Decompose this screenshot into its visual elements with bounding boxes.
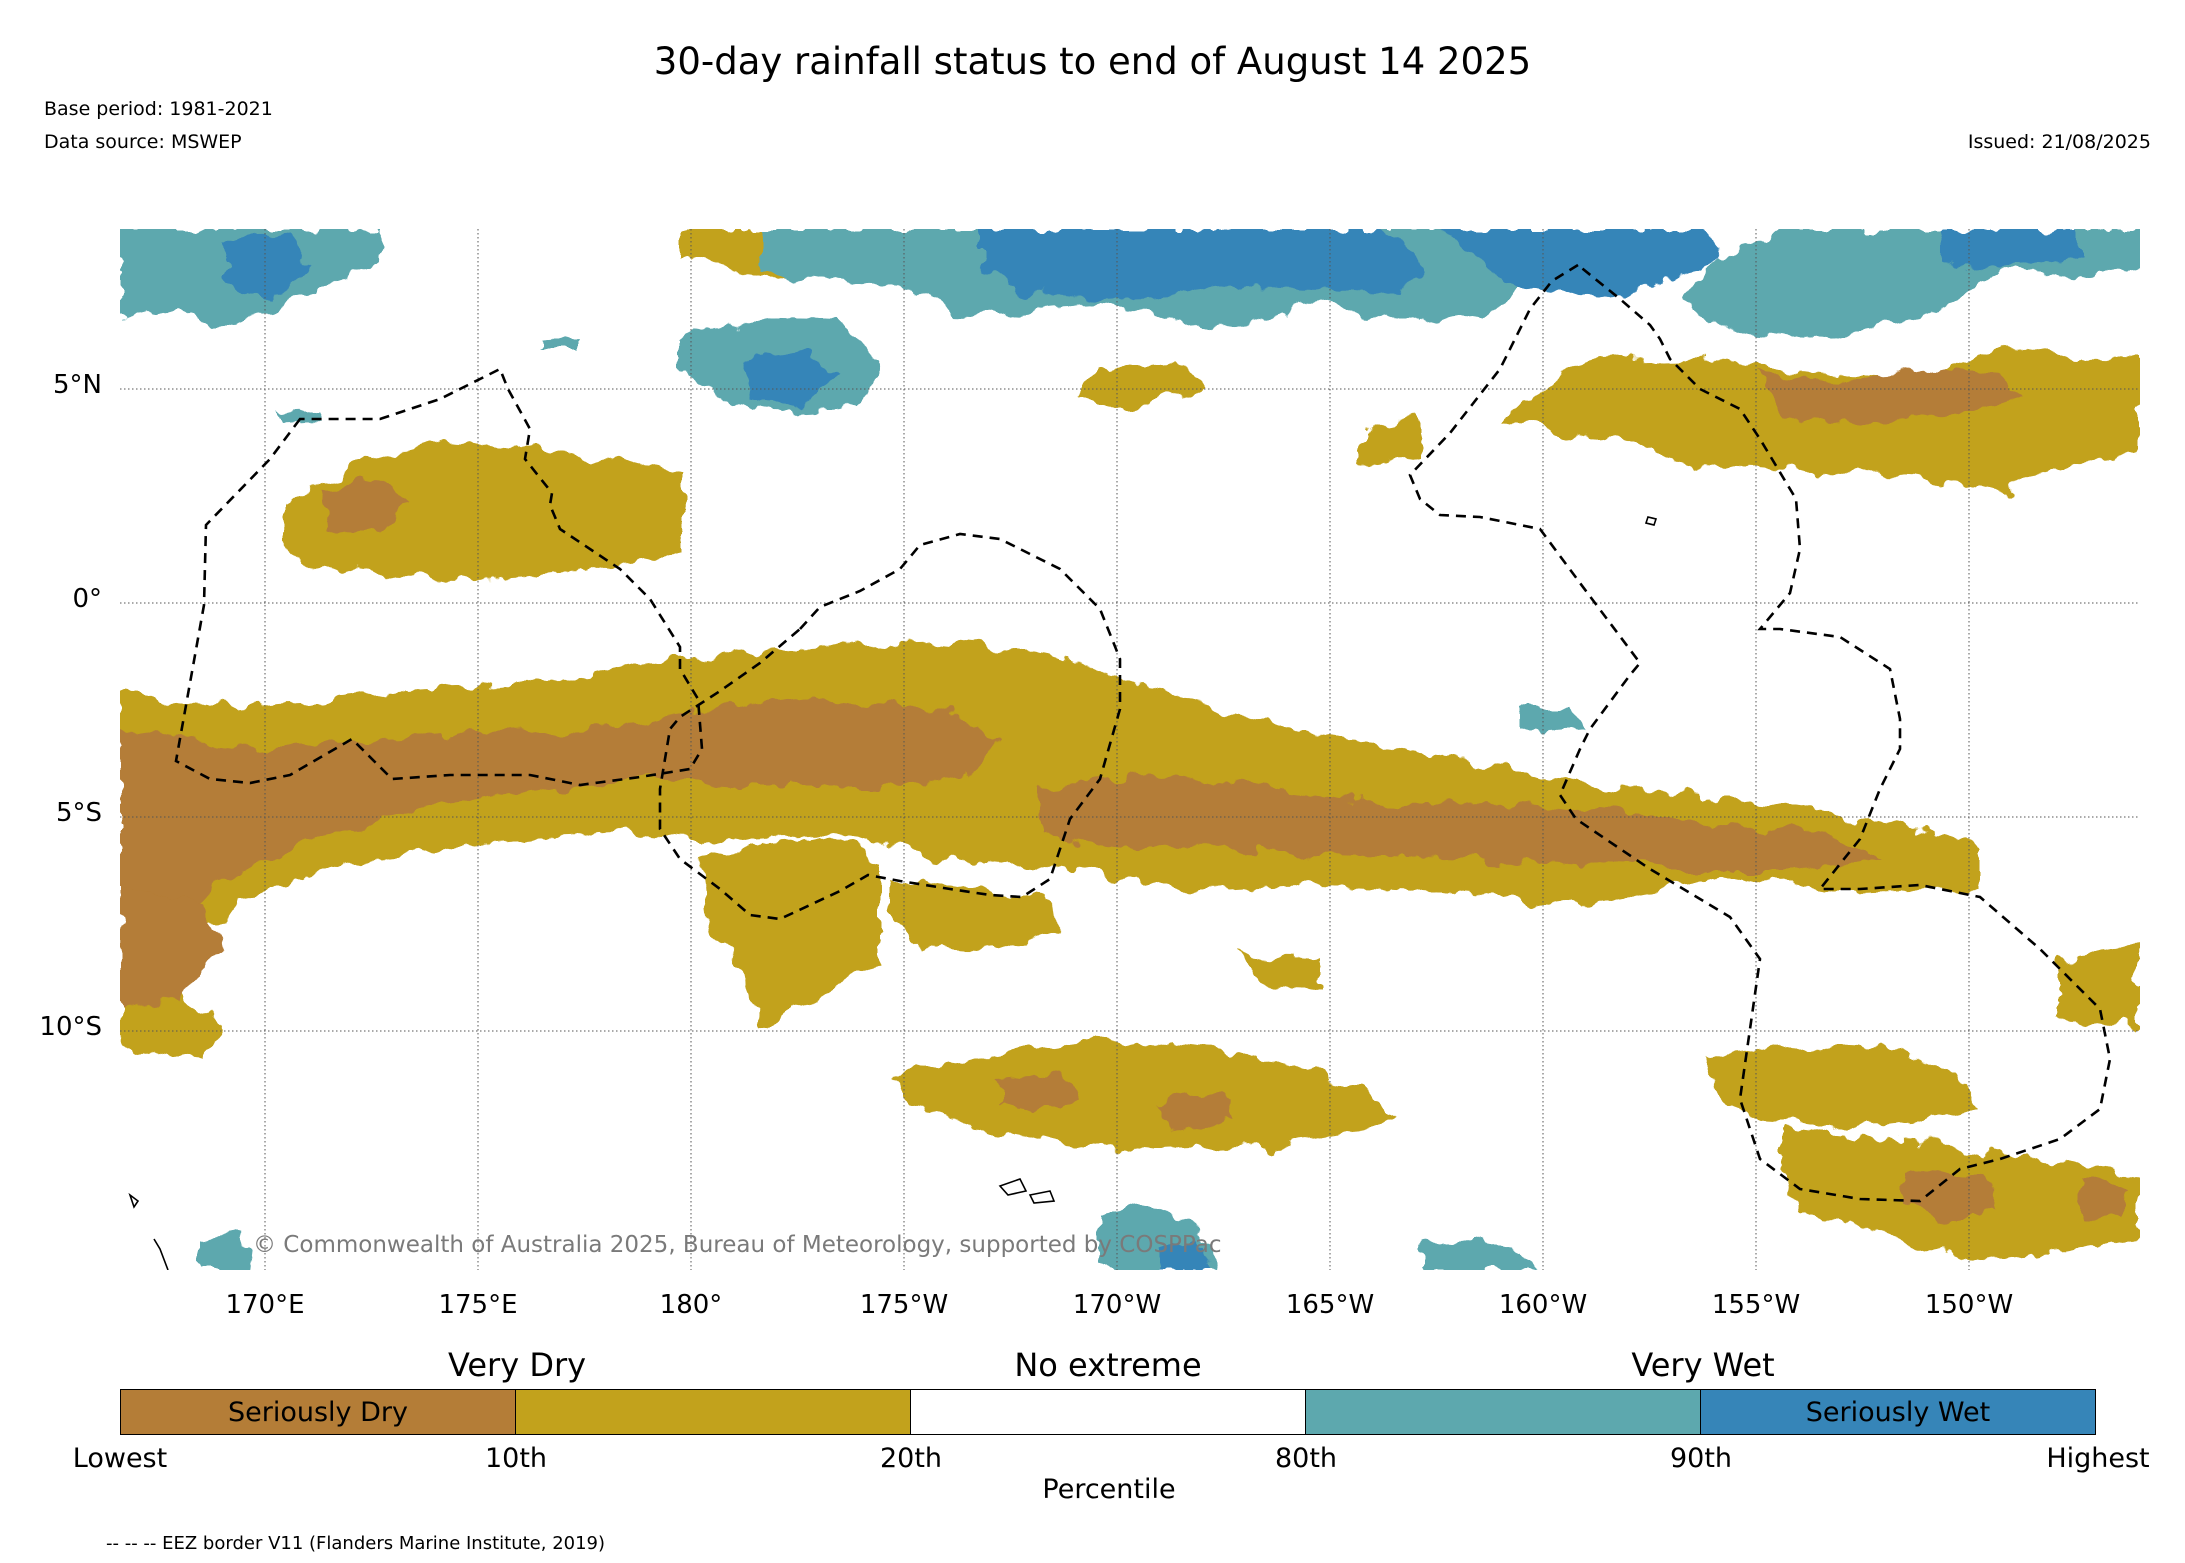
lon-label-170w: 170°W <box>1072 1290 1162 1320</box>
data-source-text: Data source: MSWEP <box>44 131 242 153</box>
issued-date-text: Issued: 21/08/2025 <box>1967 131 2151 153</box>
lon-label-175e: 175°E <box>438 1290 518 1320</box>
graticule <box>120 229 2140 1270</box>
legend-segment-seriously-wet: Seriously Wet <box>1701 1390 2095 1434</box>
rainfall-map-svg <box>120 229 2140 1270</box>
legend-tick-highest: Highest <box>2046 1443 2150 1474</box>
lon-label-165w: 165°W <box>1285 1290 1375 1320</box>
legend-tick-20th: 20th <box>879 1443 943 1474</box>
lon-label-175w: 175°W <box>859 1290 949 1320</box>
legend-segment-no-extreme <box>911 1390 1306 1434</box>
legend-tick-10th: 10th <box>484 1443 548 1474</box>
lon-label-170e: 170°E <box>225 1290 305 1320</box>
lon-label-160w: 160°W <box>1498 1290 1588 1320</box>
legend-heading-very-dry: Very Dry <box>447 1346 587 1384</box>
lat-label-0: 0° <box>72 584 102 614</box>
lat-label-10s: 10°S <box>39 1012 102 1042</box>
lat-label-5n: 5°N <box>53 370 102 400</box>
lon-label-180: 180° <box>659 1290 723 1320</box>
legend-segment-very-dry <box>516 1390 911 1434</box>
legend-tick-90th: 90th <box>1669 1443 1733 1474</box>
legend-heading-very-wet: Very Wet <box>1631 1346 1775 1384</box>
island-outlines <box>128 516 1658 1270</box>
legend-heading-no-extreme: No extreme <box>1014 1346 1202 1384</box>
eez-borders <box>174 263 2112 1203</box>
rainfall-map <box>120 229 2140 1270</box>
seriously-dry-regions <box>120 369 2130 1221</box>
eez-border-note: -- -- -- EEZ border V11 (Flanders Marine… <box>106 1533 606 1554</box>
lon-label-150w: 150°W <box>1924 1290 2014 1320</box>
legend-colorbar: Seriously Dry Seriously Wet <box>120 1389 2096 1435</box>
seriously-wet-regions <box>230 229 2080 1270</box>
legend-axis-label: Percentile <box>1042 1474 1176 1505</box>
map-title: 30-day rainfall status to end of August … <box>653 40 1532 83</box>
legend-segment-very-wet <box>1306 1390 1701 1434</box>
rainfall-shading <box>120 229 2140 1270</box>
legend-segment-seriously-dry: Seriously Dry <box>121 1390 516 1434</box>
base-period-text: Base period: 1981-2021 <box>44 98 273 120</box>
lat-label-5s: 5°S <box>55 798 102 828</box>
legend-tick-lowest: Lowest <box>72 1443 168 1474</box>
copyright-notice: © Commonwealth of Australia 2025, Bureau… <box>253 1232 1222 1258</box>
legend-tick-80th: 80th <box>1274 1443 1338 1474</box>
lon-label-155w: 155°W <box>1711 1290 1801 1320</box>
